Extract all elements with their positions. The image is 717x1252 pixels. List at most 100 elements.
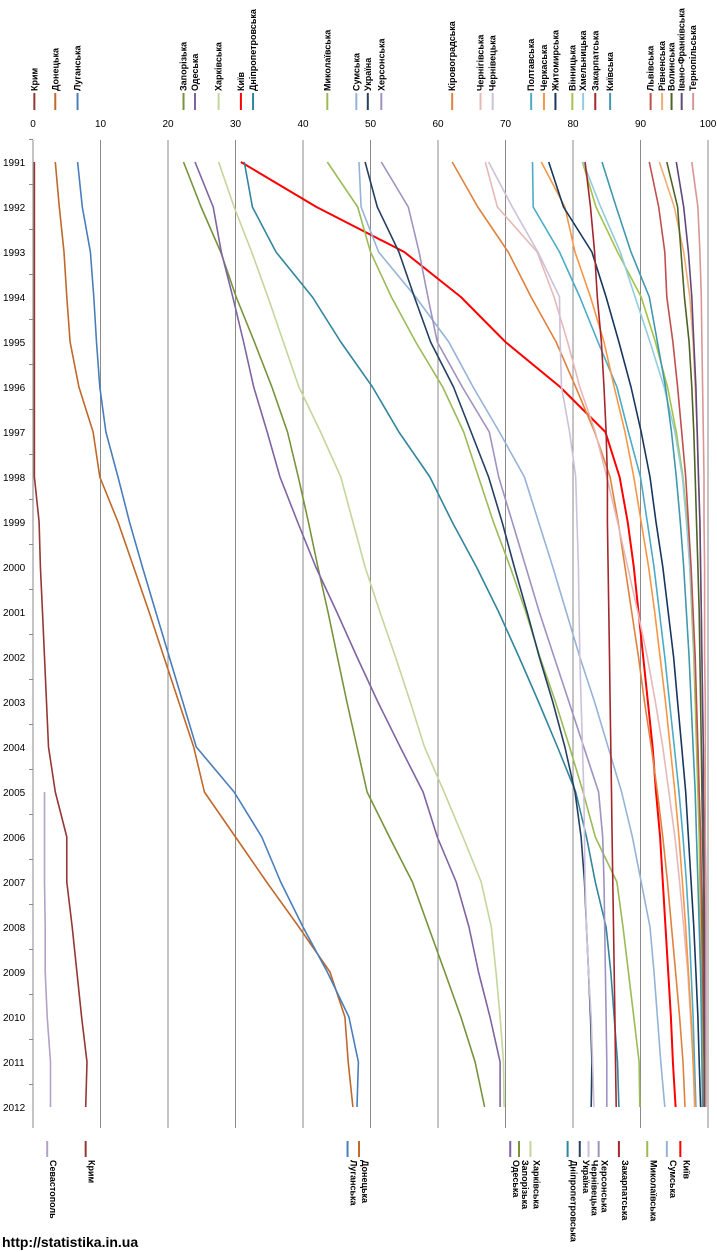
series-line bbox=[240, 161, 677, 1108]
x-tick-label: 60 bbox=[432, 119, 444, 130]
year-label: 1996 bbox=[3, 383, 26, 394]
bottom-legend-label: Миколаївська bbox=[648, 1160, 658, 1222]
x-tick-label: 10 bbox=[95, 119, 107, 130]
top-legend-label: Рівненська bbox=[657, 40, 667, 91]
bottom-legend-label: Крим bbox=[87, 1160, 97, 1184]
series-line bbox=[380, 161, 608, 1107]
bottom-legend-label: Запорізька bbox=[520, 1160, 530, 1210]
year-label: 2000 bbox=[3, 563, 26, 574]
top-legend-label: Волинська bbox=[667, 41, 677, 91]
bottom-legend-label: Чернівецька bbox=[590, 1160, 600, 1217]
series-line bbox=[648, 161, 705, 1107]
year-label: 1995 bbox=[3, 338, 26, 349]
top-legend-label: Україна bbox=[363, 57, 373, 91]
bottom-legend-label: Севастополь bbox=[48, 1160, 58, 1219]
series-line bbox=[691, 161, 707, 1107]
top-legend-label: Івано-Франківська bbox=[677, 7, 687, 91]
series-line bbox=[540, 161, 696, 1108]
series-line bbox=[547, 161, 702, 1108]
top-legend: Крим Донецька Луганська Запорізька Одеська Ха… bbox=[29, 7, 698, 110]
x-tick-label: 50 bbox=[365, 119, 377, 130]
top-legend-label: Закарпатська bbox=[590, 30, 600, 91]
x-tick-label: 0 bbox=[30, 119, 36, 130]
series-line bbox=[194, 161, 501, 1107]
bottom-legend-label: Закарпатська bbox=[620, 1160, 630, 1221]
top-legend-label: Дніпропетровська bbox=[248, 8, 258, 91]
year-label: 1999 bbox=[3, 518, 26, 529]
top-legend-label: Київська bbox=[605, 51, 615, 91]
bottom-legend-label: Харківська bbox=[531, 1160, 541, 1210]
x-axis-ticks: 0 10 20 30 40 50 60 70 80 90 100 bbox=[30, 119, 717, 130]
x-tick-label: 30 bbox=[230, 119, 242, 130]
series-line bbox=[243, 161, 620, 1108]
series-line bbox=[451, 161, 686, 1108]
top-legend-label: Чернівецька bbox=[488, 34, 498, 91]
top-legend-label: Крим bbox=[29, 67, 39, 91]
series-line bbox=[364, 161, 593, 1108]
series-line bbox=[182, 161, 486, 1108]
year-label: 2002 bbox=[3, 653, 26, 664]
source-url: http://statistika.in.ua bbox=[2, 1234, 138, 1250]
top-legend-label: Луганська bbox=[73, 44, 83, 91]
bottom-legend-label: Сумська bbox=[668, 1160, 678, 1199]
series-line bbox=[666, 161, 706, 1107]
top-legend-label: Херсонська bbox=[376, 38, 386, 91]
bottom-legend-label: Луганська bbox=[349, 1160, 359, 1207]
series-line bbox=[487, 161, 595, 1108]
bottom-legend-label: Одеська bbox=[511, 1160, 521, 1198]
x-tick-label: 20 bbox=[162, 119, 174, 130]
series-line bbox=[43, 792, 52, 1107]
year-label: 1994 bbox=[3, 293, 26, 304]
bottom-legend-label: Дніпропетровська bbox=[569, 1160, 579, 1243]
top-legend-label: Вінницька bbox=[567, 44, 577, 91]
top-legend-label: Запорізька bbox=[179, 41, 189, 91]
year-label: 1993 bbox=[3, 248, 26, 259]
top-legend-label: Харківська bbox=[214, 41, 224, 91]
year-label: 2012 bbox=[3, 1103, 26, 1114]
year-label: 2003 bbox=[3, 698, 26, 709]
top-legend-label: Львівська bbox=[646, 45, 656, 91]
x-tick-label: 100 bbox=[700, 119, 717, 130]
year-label: 2011 bbox=[3, 1058, 25, 1069]
top-legend-label: Тернопільська bbox=[688, 24, 698, 91]
top-legend-label: Черкаська bbox=[539, 44, 549, 91]
top-legend-label: Кіровоградська bbox=[447, 20, 457, 91]
series-line bbox=[484, 161, 696, 1108]
year-axis: 1991 1992 1993 1994 1995 1996 1997 1998 1999 2000… bbox=[3, 139, 33, 1114]
top-legend-label: Полтавська bbox=[526, 38, 536, 91]
top-legend-label: Хмельницька bbox=[578, 30, 588, 91]
series-line bbox=[531, 161, 697, 1108]
series-line bbox=[33, 162, 88, 1108]
top-legend-label: Київ bbox=[236, 71, 246, 91]
series-line bbox=[54, 161, 354, 1108]
year-label: 2006 bbox=[3, 833, 26, 844]
bottom-legend-label: Донецька bbox=[360, 1160, 370, 1204]
series-line bbox=[658, 161, 707, 1107]
bottom-legend-label: Херсонська bbox=[600, 1160, 610, 1213]
series-line bbox=[601, 161, 704, 1108]
series-line bbox=[675, 161, 707, 1107]
top-legend-label: Донецька bbox=[50, 47, 60, 91]
year-label: 2008 bbox=[3, 923, 26, 934]
year-label: 2010 bbox=[3, 1013, 26, 1024]
year-label: 2001 bbox=[3, 608, 26, 619]
top-legend-label: Миколаївська bbox=[322, 29, 332, 91]
bottom-legend: Севастополь Крим Луганська Донецька ОдеськаЗ… bbox=[46, 1141, 691, 1243]
series-line bbox=[217, 161, 505, 1108]
bottom-legend-label: Київ bbox=[681, 1160, 691, 1180]
top-legend-label: Чернігівська bbox=[476, 34, 486, 91]
series-lines bbox=[33, 161, 707, 1108]
year-label: 1991 bbox=[3, 158, 26, 169]
top-legend-label: Сумська bbox=[351, 52, 361, 91]
x-tick-label: 90 bbox=[635, 119, 647, 130]
series-line bbox=[76, 161, 360, 1108]
top-legend-label: Одеська bbox=[190, 53, 200, 91]
series-line bbox=[358, 161, 666, 1108]
series-line bbox=[584, 161, 617, 1108]
year-label: 2004 bbox=[3, 743, 26, 754]
year-label: 2005 bbox=[3, 788, 26, 799]
year-label: 2007 bbox=[3, 878, 26, 889]
year-label: 2009 bbox=[3, 968, 26, 979]
x-tick-label: 80 bbox=[567, 119, 579, 130]
